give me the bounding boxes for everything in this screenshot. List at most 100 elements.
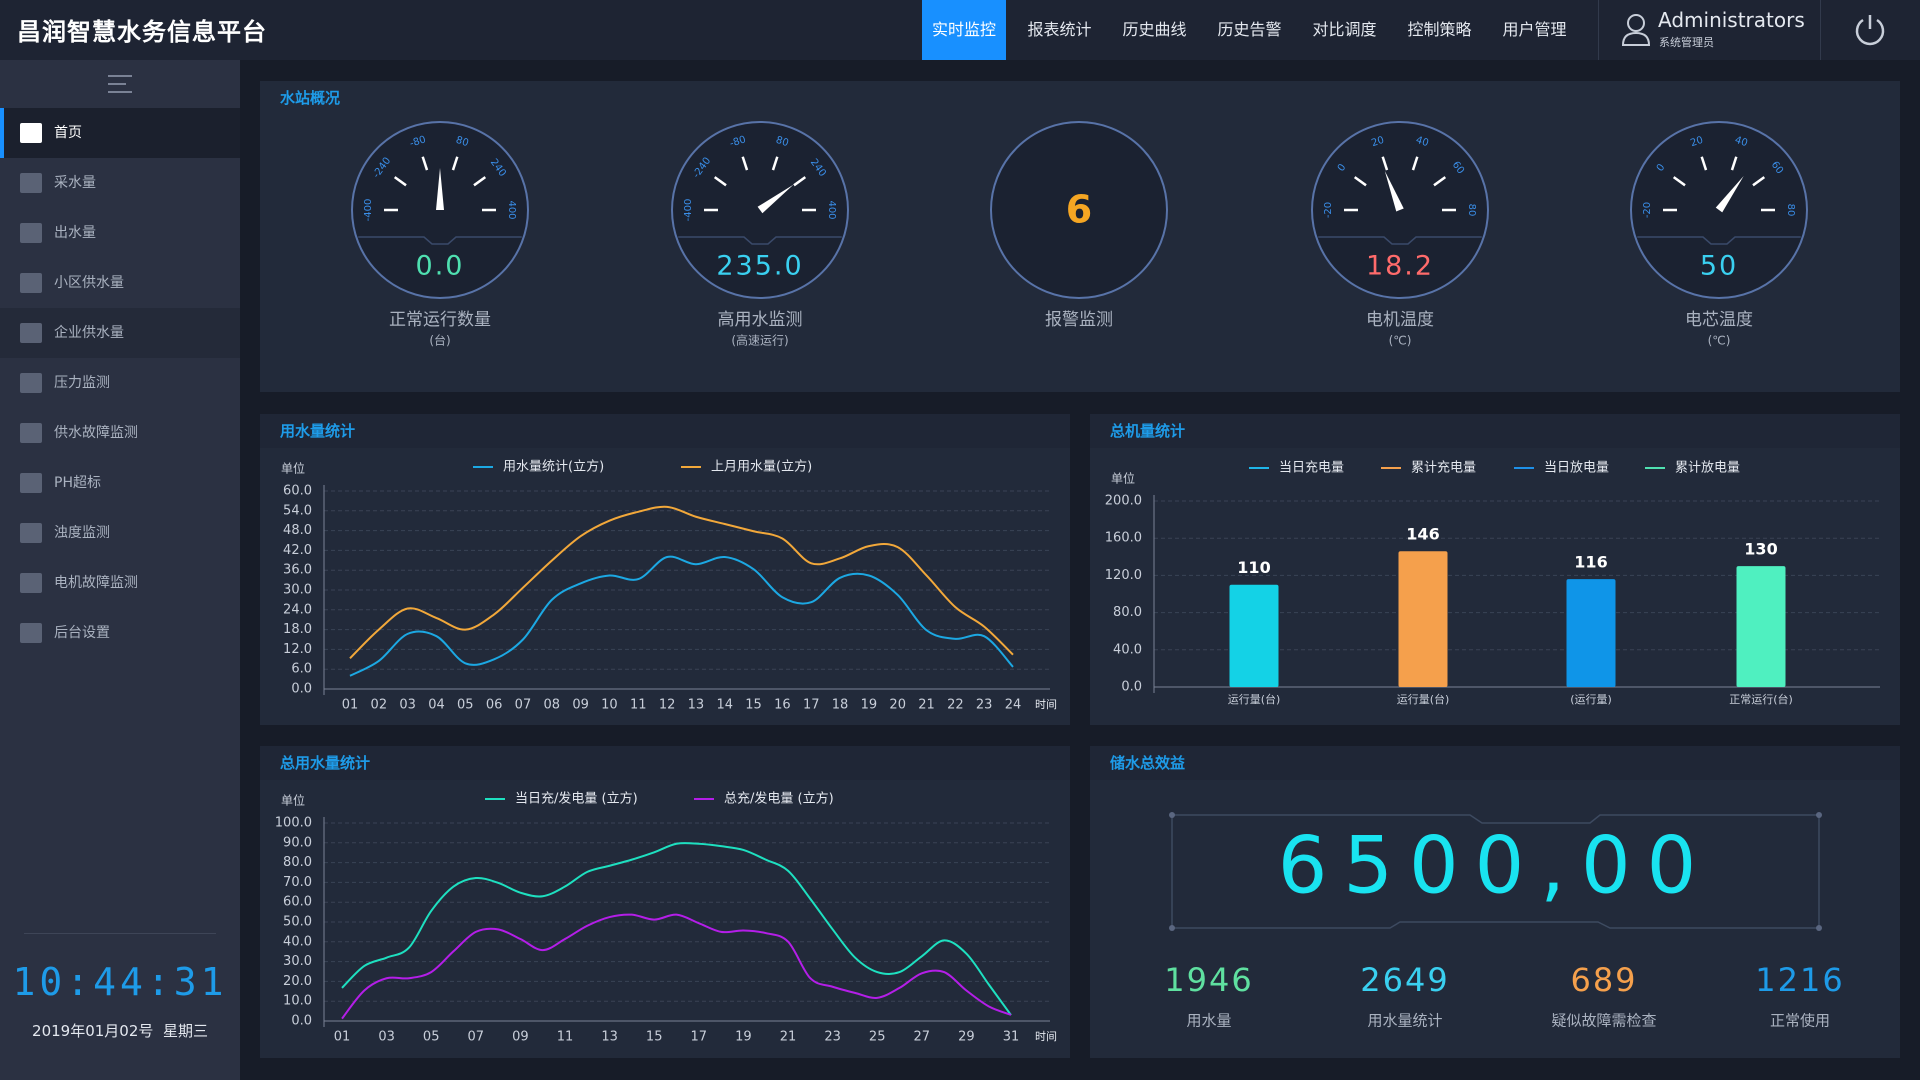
- gauge-tick-label: 80: [1466, 204, 1477, 217]
- stat-value: 1216: [1755, 961, 1844, 999]
- x-tick-label: 18: [832, 698, 849, 713]
- clock: 10:44:31: [12, 960, 228, 1004]
- x-tick-label: 21: [918, 698, 935, 713]
- gauge-tick-label: 40: [1733, 135, 1749, 149]
- menu-label: 出水量: [54, 225, 96, 241]
- stat-label: 正常使用: [1770, 1012, 1830, 1030]
- chart-panel: 0.0 6.0 12.0 18.0 24.0 30.0 36.0 42.0 48.0 54.0 60…: [260, 414, 1070, 725]
- menu-label: PH超标: [54, 475, 101, 491]
- x-tick-label: 21: [780, 1030, 797, 1045]
- power-button[interactable]: [1852, 12, 1888, 48]
- menu-item[interactable]: 出水量: [0, 208, 240, 258]
- y-tick-label: 30.0: [283, 583, 312, 598]
- frame-dot: [1169, 812, 1175, 818]
- y-tick-label: 6.0: [291, 662, 312, 677]
- y-tick-label: 50.0: [283, 915, 312, 930]
- panel-title: 水站概况: [280, 89, 341, 107]
- y-tick-label: 24.0: [283, 602, 312, 617]
- gauge-tick-label: 80: [454, 135, 470, 149]
- nav-item[interactable]: 报表统计: [1027, 20, 1092, 39]
- nav-item[interactable]: 历史曲线: [1122, 20, 1187, 39]
- total-value: 6500,00: [1278, 821, 1713, 911]
- gauge-tick: [1353, 176, 1367, 187]
- menu-item[interactable]: 电机故障监测: [0, 558, 240, 608]
- menu-icon: [20, 273, 42, 293]
- menu-item[interactable]: 采水量: [0, 158, 240, 208]
- x-tick-label: 13: [601, 1030, 618, 1045]
- menu-icon: [20, 473, 42, 493]
- gauge-needle: [436, 168, 444, 210]
- y-tick-label: 40.0: [1113, 642, 1142, 657]
- menu-item[interactable]: PH超标: [0, 458, 240, 508]
- menu-icon: [20, 223, 42, 243]
- legend-label: 累计放电量: [1675, 461, 1740, 476]
- benefit-panel: 6500,00 1946 用水量 2649 用水量统计 689 疑似故障需检查 1216 正常…: [1090, 746, 1900, 1058]
- unit-label: 单位: [1111, 471, 1135, 486]
- menu-item[interactable]: 企业供水量: [0, 308, 240, 358]
- x-tick-label: 01: [342, 698, 359, 713]
- menu-item[interactable]: 后台设置: [0, 608, 240, 658]
- nav-item[interactable]: 历史告警: [1217, 20, 1282, 39]
- chart-panel: 0.0 40.0 80.0 120.0 160.0 200.0 单位 当日充电量 累计充电量 当日…: [1090, 414, 1900, 725]
- gauge-tick-label: -20: [1323, 202, 1334, 218]
- gauge-tick-label: -20: [1642, 202, 1653, 218]
- x-tick-label: 01: [334, 1030, 351, 1045]
- x-tick-label: 10: [601, 698, 618, 713]
- nav-item[interactable]: 实时监控: [922, 0, 1006, 60]
- menu-item[interactable]: 压力监测: [0, 358, 240, 408]
- stat-label: 用水量: [1186, 1012, 1231, 1030]
- x-tick-label: 08: [544, 698, 561, 713]
- gauge-dial: [1630, 121, 1808, 299]
- y-tick-label: 18.0: [283, 622, 312, 637]
- menu-item[interactable]: 浊度监测: [0, 508, 240, 558]
- menu-item[interactable]: 首页: [0, 108, 240, 158]
- menu-label: 采水量: [54, 175, 96, 191]
- stat-value: 1946: [1164, 961, 1253, 999]
- bar-value-label: 110: [1237, 558, 1270, 577]
- line-chart: 0.0 6.0 12.0 18.0 24.0 30.0 36.0 42.0 48.0 54.0 60…: [281, 459, 1057, 713]
- y-tick-label: 0.0: [1121, 680, 1142, 695]
- gauge-tick: [1672, 176, 1686, 187]
- menu-label: 供水故障监测: [54, 425, 138, 441]
- menu-label: 压力监测: [54, 375, 110, 391]
- menu-label: 小区供水量: [54, 275, 124, 291]
- menu-icon: [20, 423, 42, 443]
- y-tick-label: 54.0: [283, 503, 312, 518]
- legend-label: 总充/发电量 (立方): [724, 791, 834, 807]
- date: 2019年01月02号 星期三: [0, 1020, 240, 1041]
- bar: [1736, 566, 1786, 687]
- user-role: 系统管理员: [1659, 36, 1714, 49]
- x-tick-label: 19: [861, 698, 878, 713]
- menu-item[interactable]: 供水故障监测: [0, 408, 240, 458]
- gauge-tick: [771, 156, 779, 171]
- legend-label: 当日充/发电量 (立方): [515, 791, 638, 807]
- series-line: [341, 842, 1012, 1016]
- user-icon[interactable]: [1620, 12, 1652, 48]
- gauge-tick-label: 400: [826, 200, 837, 219]
- x-tick-label: 正常运行(台): [1729, 692, 1793, 706]
- nav-item[interactable]: 对比调度: [1312, 20, 1377, 39]
- user-name[interactable]: Administrators: [1658, 8, 1805, 32]
- stat-label: 疑似故障需检查: [1551, 1012, 1656, 1030]
- separator: [1598, 0, 1599, 60]
- x-tick-label: 16: [774, 698, 791, 713]
- nav-item[interactable]: 控制策略: [1407, 20, 1472, 39]
- gauge-sublabel: (台): [429, 333, 450, 348]
- unit-label: 单位: [281, 793, 305, 808]
- gauge-tick: [421, 156, 429, 171]
- menu-item[interactable]: 小区供水量: [0, 258, 240, 308]
- legend-label: 上月用水量(立方): [711, 459, 812, 475]
- y-tick-label: 0.0: [291, 682, 312, 697]
- y-tick-label: 20.0: [283, 974, 312, 989]
- y-tick-label: 100.0: [275, 816, 312, 831]
- x-tick-label: 19: [735, 1030, 752, 1045]
- x-tick-label: 09: [572, 698, 589, 713]
- x-tick-label: 22: [947, 698, 964, 713]
- gauge-tick: [451, 156, 459, 171]
- menu-toggle[interactable]: [106, 72, 134, 96]
- gauge-value: 0.0: [416, 251, 465, 282]
- x-tick-label: 13: [688, 698, 705, 713]
- series-line: [341, 913, 1012, 1020]
- x-tick-label: 14: [716, 698, 733, 713]
- nav-item[interactable]: 用户管理: [1502, 20, 1567, 39]
